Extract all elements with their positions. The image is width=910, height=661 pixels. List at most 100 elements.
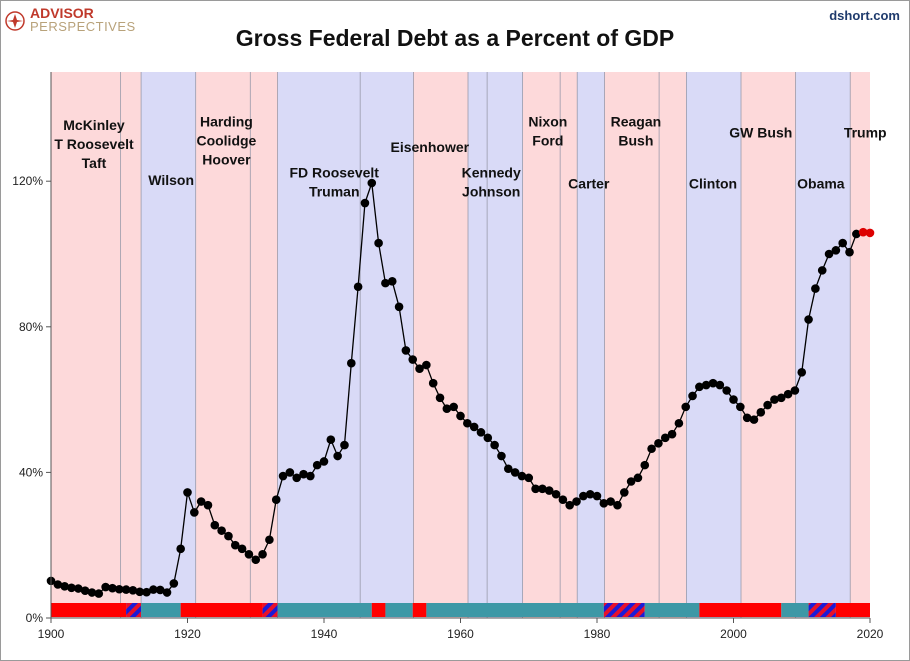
y-tick-label: 40%: [19, 465, 43, 479]
data-point: [729, 395, 738, 404]
president-name: Taft: [82, 155, 107, 171]
data-point: [67, 583, 76, 593]
congress-segment: [412, 603, 427, 617]
president-name: Bush: [618, 133, 653, 149]
president-name: Truman: [309, 184, 360, 200]
president-name: T Roosevelt: [54, 136, 134, 152]
party-band: [850, 72, 870, 618]
data-point: [94, 589, 104, 598]
congress-segment: [426, 603, 604, 617]
data-point: [326, 435, 336, 444]
logo-line1: ADVISOR: [30, 5, 94, 21]
data-point: [811, 284, 820, 293]
data-point: [558, 495, 568, 505]
data-point: [660, 433, 670, 443]
x-tick-label: 1980: [584, 627, 611, 641]
data-point: [674, 418, 684, 428]
data-point: [695, 382, 704, 392]
data-point: [319, 457, 329, 466]
data-point: [442, 404, 452, 414]
data-point: [722, 386, 731, 395]
data-point: [265, 535, 274, 545]
data-point: [456, 411, 465, 421]
x-tick-label: 1900: [38, 627, 65, 641]
axes: 0% 40% 80% 120% 1900 1920 1940 1960 1980 2000 2020: [12, 72, 884, 641]
data-point: [333, 451, 342, 461]
y-tick-label: 0%: [26, 611, 44, 625]
data-point: [203, 500, 213, 510]
data-point: [763, 400, 772, 410]
data-point: [271, 495, 281, 505]
congress-segment: [644, 603, 700, 617]
data-point: [353, 282, 363, 292]
data-point: [87, 588, 97, 597]
data-point: [162, 588, 172, 597]
party-band: [795, 72, 851, 618]
president-name: Obama: [797, 175, 845, 191]
party-band: [277, 72, 414, 618]
data-point: [510, 468, 520, 477]
president-name: Hoover: [202, 152, 251, 168]
x-tick-label: 2020: [857, 627, 884, 641]
data-point: [688, 391, 697, 401]
debt-series: [46, 178, 875, 598]
president-label: GW Bush: [729, 125, 792, 141]
data-point: [572, 497, 581, 506]
data-point: [592, 491, 602, 501]
data-point: [169, 579, 179, 588]
party-band: [413, 72, 469, 618]
congress-segment: [835, 603, 870, 617]
data-point: [224, 531, 233, 541]
data-point: [544, 486, 554, 495]
data-point: [838, 238, 847, 248]
data-point: [701, 380, 711, 390]
president-labels: McKinley T Roosevelt Taft Wilson Harding Cool…: [54, 114, 886, 200]
x-tick-label: 1960: [447, 627, 474, 641]
data-point: [613, 500, 622, 510]
data-point: [449, 402, 458, 412]
president-label: Nixon Ford: [528, 114, 567, 149]
data-point: [401, 346, 411, 355]
congress-segment: [51, 603, 127, 617]
data-point: [708, 378, 718, 388]
data-point: [367, 178, 377, 188]
congress-segment: [262, 603, 278, 617]
data-point: [285, 468, 295, 477]
president-name: Kennedy: [462, 165, 521, 181]
party-band: [468, 72, 523, 618]
data-point: [60, 582, 69, 591]
president-name: Johnson: [462, 184, 520, 200]
party-band: [141, 72, 196, 618]
data-point: [845, 247, 854, 257]
data-point: [142, 587, 151, 597]
star-icon: [7, 14, 23, 28]
data-point: [428, 378, 438, 388]
congress-bar: [51, 603, 870, 617]
president-label: Eisenhower: [390, 139, 469, 155]
data-point: [360, 198, 370, 208]
president-label: Kennedy Johnson: [462, 165, 521, 200]
data-point: [633, 473, 643, 483]
president-name: Eisenhower: [390, 139, 469, 155]
data-point: [831, 246, 841, 255]
president-label: Trump: [844, 125, 887, 141]
data-point: [176, 544, 185, 554]
congress-segment: [277, 603, 372, 617]
site-name[interactable]: dshort.com: [829, 8, 900, 23]
congress-segment: [126, 603, 142, 617]
president-name: Nixon: [528, 114, 567, 130]
data-point: [667, 429, 677, 439]
data-point: [817, 266, 827, 275]
data-point: [776, 393, 786, 403]
data-point: [517, 471, 527, 481]
data-point: [155, 585, 165, 595]
president-name: Clinton: [689, 175, 737, 191]
president-label: Clinton: [689, 175, 737, 191]
data-point: [387, 277, 397, 286]
congress-segment: [808, 603, 836, 617]
data-point: [503, 464, 513, 474]
logo-mark-icon: [5, 11, 25, 31]
data-point: [770, 395, 779, 404]
president-name: Wilson: [148, 172, 194, 188]
